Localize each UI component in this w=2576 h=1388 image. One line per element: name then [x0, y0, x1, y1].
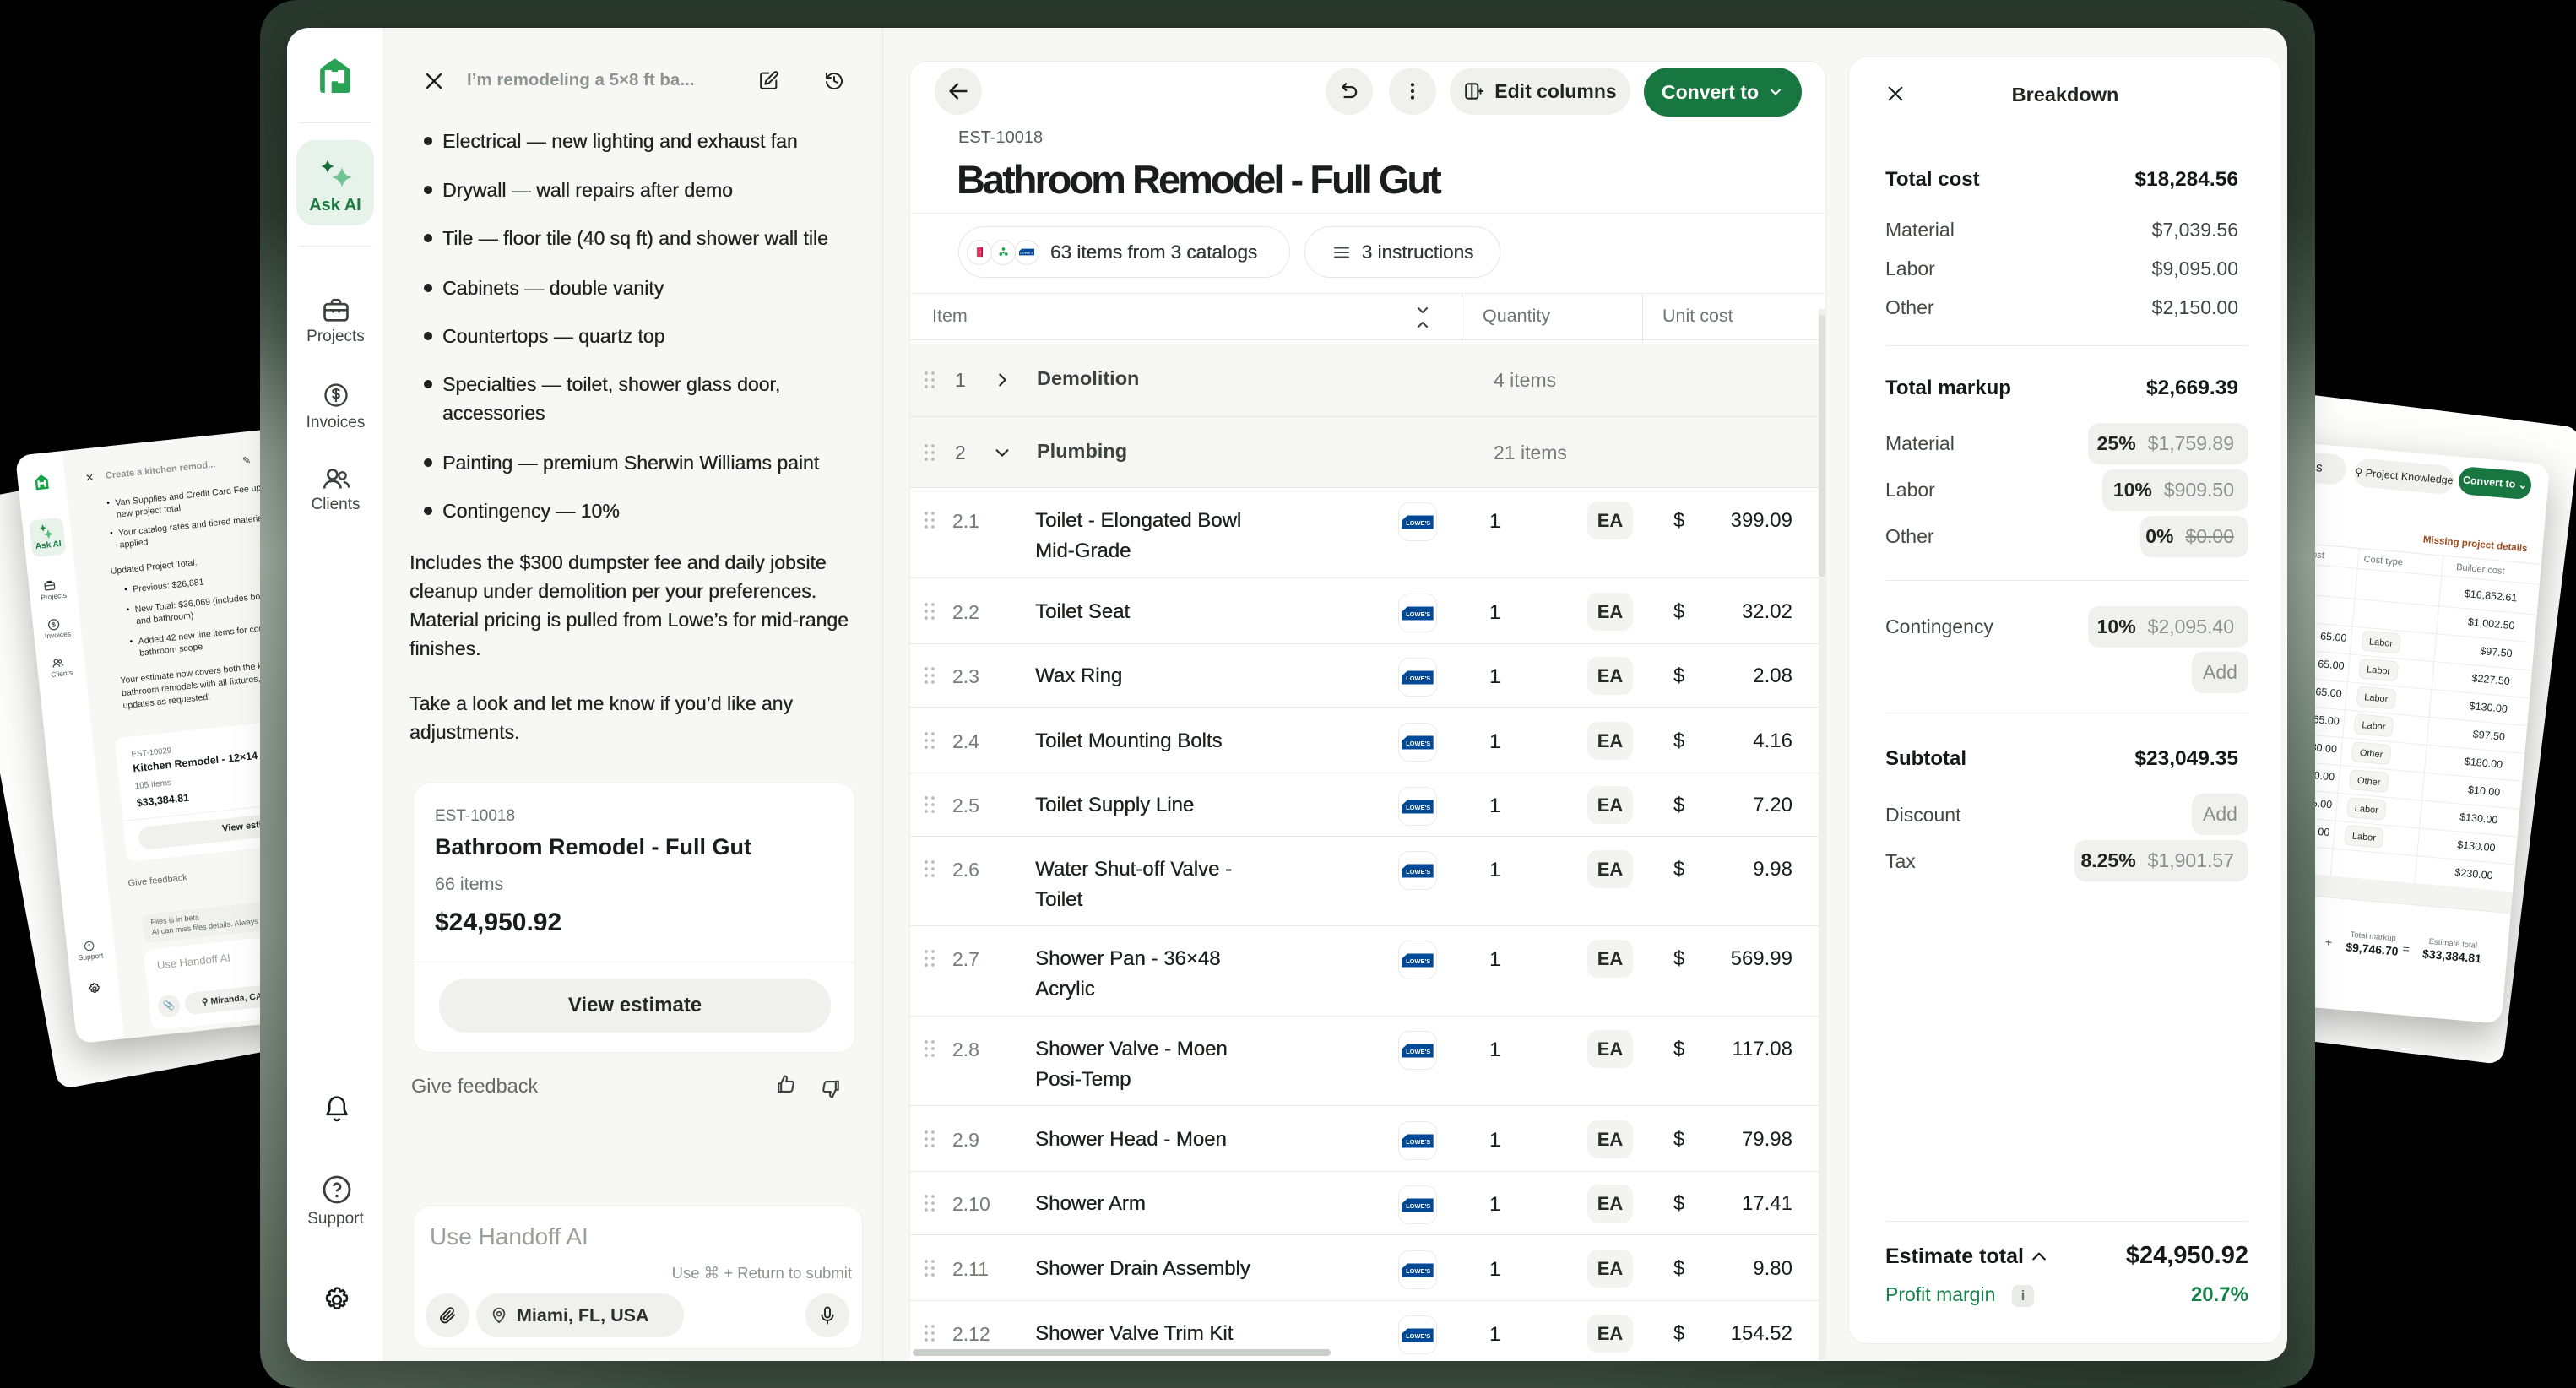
svg-text:?: ?	[88, 943, 92, 949]
svg-text:$: $	[52, 621, 57, 628]
svg-text:LOWE'S: LOWE'S	[1406, 1047, 1430, 1055]
svg-text:LOWE'S: LOWE'S	[1406, 957, 1430, 964]
svg-text:LOWE'S: LOWE'S	[1406, 1137, 1430, 1145]
svg-text:LOWE'S: LOWE'S	[1406, 803, 1430, 811]
svg-text:LOWE'S: LOWE'S	[1406, 610, 1430, 617]
svg-text:LOWE'S: LOWE'S	[1406, 518, 1430, 526]
svg-text:LOWE'S: LOWE'S	[1406, 1201, 1430, 1209]
svg-text:LOWE'S: LOWE'S	[1406, 867, 1430, 875]
svg-text:LOWE'S: LOWE'S	[1406, 674, 1430, 681]
svg-text:LOWE'S: LOWE'S	[1406, 739, 1430, 746]
svg-text:LOWE'S: LOWE'S	[1406, 1266, 1430, 1274]
svg-text:LOWE'S: LOWE'S	[1020, 250, 1033, 254]
svg-text:LOWE'S: LOWE'S	[1406, 1331, 1430, 1339]
